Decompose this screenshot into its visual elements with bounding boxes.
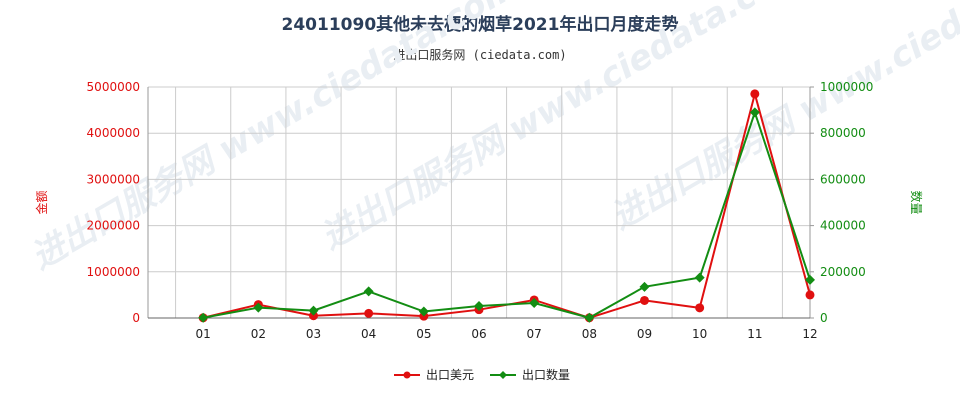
quantity-point [749, 107, 760, 118]
x-tick-label: 02 [251, 327, 266, 341]
y-right-tick-label: 0 [820, 311, 828, 325]
x-tick-label: 05 [416, 327, 431, 341]
legend: 出口美元 出口数量 [394, 367, 570, 382]
quantity-point [253, 302, 264, 313]
quantity-point [418, 306, 429, 317]
x-tick-label: 12 [802, 327, 817, 341]
y-left-tick-label: 5000000 [87, 80, 140, 94]
legend-marker-quantity [499, 371, 507, 379]
amount-point [750, 89, 760, 99]
y-right-tick-label: 800000 [820, 126, 866, 140]
quantity-point [474, 300, 484, 311]
x-tick-label: 04 [361, 327, 376, 341]
chart-subtitle: 进出口服务网 (ciedata.com) [393, 48, 567, 62]
y-right-axis-title: 数量 [909, 190, 924, 214]
amount-point [364, 308, 374, 318]
quantity-point [584, 312, 595, 323]
x-tick-label: 09 [637, 327, 652, 341]
legend-label-amount: 出口美元 [426, 368, 474, 382]
quantity-point [308, 305, 319, 316]
x-tick-label: 07 [527, 327, 542, 341]
y-right-tick-label: 400000 [820, 219, 866, 233]
x-tick-label: 06 [471, 327, 486, 341]
quantity-point [363, 286, 374, 297]
y-left-tick-label: 1000000 [87, 265, 140, 279]
x-tick-label: 10 [692, 327, 707, 341]
y-left-axis-title: 金额 [34, 190, 49, 214]
y-right-tick-label: 600000 [820, 172, 866, 186]
y-left-tick-label: 3000000 [87, 172, 140, 186]
y-right-tick-label: 200000 [820, 265, 866, 279]
series [198, 89, 815, 323]
axes: 0100000020000003000000400000050000000200… [34, 80, 924, 341]
amount-point [309, 311, 318, 321]
y-left-tick-label: 4000000 [87, 126, 140, 140]
chart-title: 24011090其他未去梗的烟草2021年出口月度走势 [281, 15, 679, 35]
amount-point [805, 290, 815, 300]
x-tick-label: 01 [196, 327, 211, 341]
x-tick-label: 11 [747, 327, 762, 341]
y-right-tick-label: 1000000 [820, 80, 873, 94]
y-left-tick-label: 0 [132, 311, 140, 325]
legend-marker-amount [403, 371, 411, 379]
quantity-point [694, 272, 705, 283]
quantity-point [529, 297, 540, 308]
quantity-point [639, 281, 650, 292]
x-tick-label: 08 [582, 327, 597, 341]
amount-point [695, 303, 705, 313]
series-line-quantity [202, 109, 811, 319]
amount-point [640, 295, 649, 305]
y-left-tick-label: 2000000 [87, 219, 140, 233]
quantity-point [805, 274, 815, 285]
quantity-point [198, 312, 209, 323]
legend-label-quantity: 出口数量 [522, 367, 570, 382]
x-tick-label: 03 [306, 327, 321, 341]
